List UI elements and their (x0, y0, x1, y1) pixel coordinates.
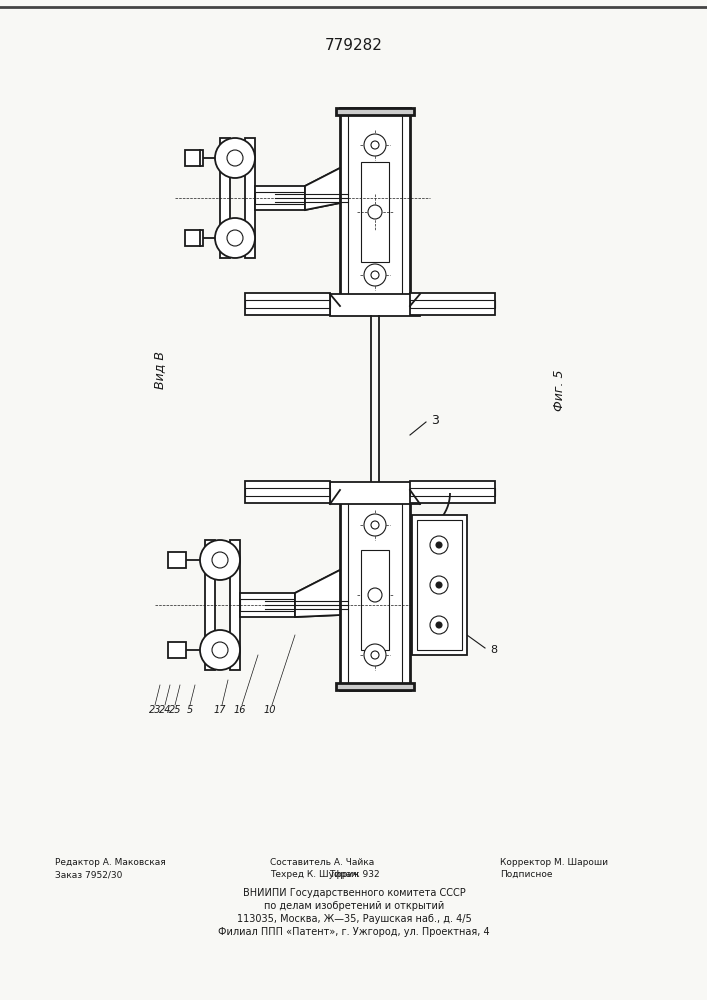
Circle shape (364, 264, 386, 286)
Text: 779282: 779282 (325, 37, 383, 52)
Text: 5: 5 (187, 705, 193, 715)
Text: ВНИИПИ Государственного комитета СССР: ВНИИПИ Государственного комитета СССР (243, 888, 465, 898)
Bar (245, 481, 330, 503)
Bar (330, 482, 420, 504)
Bar (410, 481, 495, 503)
Text: Составитель А. Чайка: Составитель А. Чайка (270, 858, 374, 867)
Text: 23: 23 (148, 705, 161, 715)
Circle shape (364, 514, 386, 536)
Bar (185, 150, 203, 166)
Bar (340, 108, 410, 306)
Text: 113035, Москва, Ж—35, Раушская наб., д. 4/5: 113035, Москва, Ж—35, Раушская наб., д. … (237, 914, 472, 924)
Bar (361, 162, 389, 262)
Bar (245, 488, 330, 496)
Circle shape (371, 651, 379, 659)
Bar (168, 552, 186, 568)
Bar (220, 138, 230, 258)
Text: Вид В: Вид В (153, 351, 167, 389)
Text: 17: 17 (214, 705, 226, 715)
Bar (336, 108, 414, 115)
Bar (336, 683, 414, 690)
Text: Фиг. 5: Фиг. 5 (554, 369, 566, 411)
Bar (245, 293, 330, 315)
Bar (245, 138, 255, 258)
Bar (255, 192, 305, 204)
Bar (410, 488, 495, 496)
Bar (255, 186, 305, 210)
Circle shape (364, 644, 386, 666)
Bar (410, 293, 495, 315)
Polygon shape (295, 570, 340, 617)
Bar (205, 540, 215, 670)
Text: Подписное: Подписное (500, 870, 552, 879)
Circle shape (215, 138, 255, 178)
Circle shape (368, 205, 382, 219)
Bar (245, 300, 330, 308)
Text: Филиал ППП «Патент», г. Ужгород, ул. Проектная, 4: Филиал ППП «Патент», г. Ужгород, ул. Про… (218, 927, 490, 937)
Text: Тираж 932: Тираж 932 (329, 870, 380, 879)
Bar (410, 300, 495, 308)
Circle shape (436, 542, 442, 548)
Circle shape (436, 622, 442, 628)
Text: Редактор А. Маковская: Редактор А. Маковская (55, 858, 165, 867)
Text: Техред К. Шуфрич: Техред К. Шуфрич (270, 870, 358, 879)
Circle shape (227, 150, 243, 166)
Circle shape (430, 616, 448, 634)
Circle shape (430, 576, 448, 594)
Text: Корректор М. Шароши: Корректор М. Шароши (500, 858, 608, 867)
Circle shape (200, 630, 240, 670)
Circle shape (215, 218, 255, 258)
Circle shape (364, 134, 386, 156)
Bar (330, 294, 420, 316)
Circle shape (371, 141, 379, 149)
Circle shape (430, 536, 448, 554)
Text: 3: 3 (431, 414, 439, 426)
Circle shape (212, 552, 228, 568)
Bar (230, 540, 240, 670)
Circle shape (371, 271, 379, 279)
Polygon shape (305, 168, 340, 210)
Bar (340, 490, 410, 690)
Bar (240, 599, 295, 611)
Circle shape (227, 230, 243, 246)
Text: Заказ 7952/30: Заказ 7952/30 (55, 870, 122, 879)
Circle shape (200, 540, 240, 580)
Bar (412, 515, 467, 655)
Text: 8: 8 (490, 645, 497, 655)
Bar (361, 550, 389, 650)
Text: по делам изобретений и открытий: по делам изобретений и открытий (264, 901, 444, 911)
Bar (240, 593, 295, 617)
Text: 24: 24 (159, 705, 171, 715)
Bar (185, 230, 203, 246)
Text: 16: 16 (234, 705, 246, 715)
Circle shape (371, 521, 379, 529)
Circle shape (368, 588, 382, 602)
Text: 10: 10 (264, 705, 276, 715)
Bar (417, 520, 462, 650)
Bar (168, 642, 186, 658)
Text: 25: 25 (169, 705, 181, 715)
Circle shape (436, 582, 442, 588)
Circle shape (212, 642, 228, 658)
